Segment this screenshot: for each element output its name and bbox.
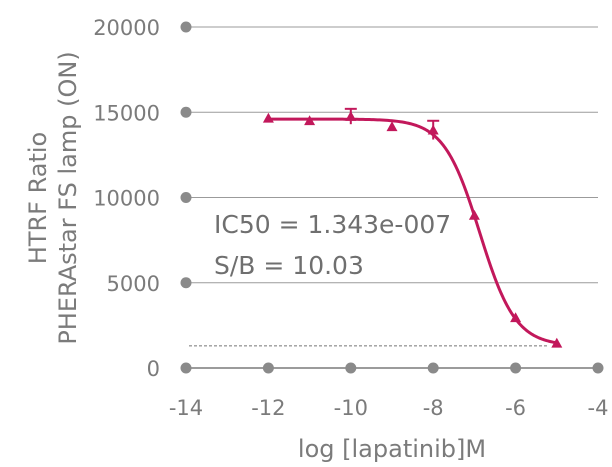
- data-point: [427, 124, 439, 135]
- y-tick-label: 15000: [93, 101, 160, 125]
- grid-lines: [186, 26, 598, 284]
- data-point: [345, 111, 357, 121]
- fit-curve: [266, 117, 559, 345]
- y-axis-title-line1: HTRF Ratio: [24, 132, 52, 264]
- y-tick-label: 0: [147, 357, 160, 381]
- y-tick-mark: [180, 21, 192, 33]
- data-point: [510, 312, 522, 323]
- x-tick-label: -6: [505, 396, 526, 420]
- x-tick-mark: [345, 362, 357, 374]
- x-tick-mark: [510, 362, 522, 374]
- y-tick-label: 5000: [107, 272, 160, 296]
- data-point: [262, 112, 274, 123]
- y-tick-mark: [180, 277, 192, 289]
- x-tick-mark: [262, 362, 274, 374]
- y-tick-mark: [180, 362, 192, 374]
- data-point: [304, 115, 316, 126]
- data-point: [551, 337, 563, 348]
- y-tick-mark: [180, 106, 192, 118]
- data-point: [468, 209, 480, 220]
- x-axis-title: log [lapatinib]M: [298, 435, 486, 463]
- fit-curve-line: [266, 117, 559, 345]
- x-tick-label: -4: [588, 396, 609, 420]
- y-axis-title-line2: PHERAstar FS lamp (ON): [54, 51, 82, 344]
- axis-ticks: 0 5000 10000 15000 20000 -14 -12 -10 -8 -6 -4: [93, 16, 608, 420]
- y-tick-label: 20000: [93, 16, 160, 40]
- y-tick-mark: [180, 192, 192, 203]
- x-tick-label: -14: [169, 396, 203, 420]
- annotation-ic50: IC50 = 1.343e-007: [214, 210, 451, 239]
- x-tick-mark: [427, 362, 439, 374]
- y-tick-label: 10000: [93, 187, 160, 211]
- data-points: [262, 107, 563, 348]
- x-tick-label: -8: [423, 396, 444, 420]
- x-tick-label: -10: [334, 396, 368, 420]
- x-tick-mark: [592, 362, 604, 374]
- annotation-sb: S/B = 10.03: [214, 251, 364, 280]
- x-tick-label: -12: [251, 396, 285, 420]
- data-point: [386, 121, 398, 132]
